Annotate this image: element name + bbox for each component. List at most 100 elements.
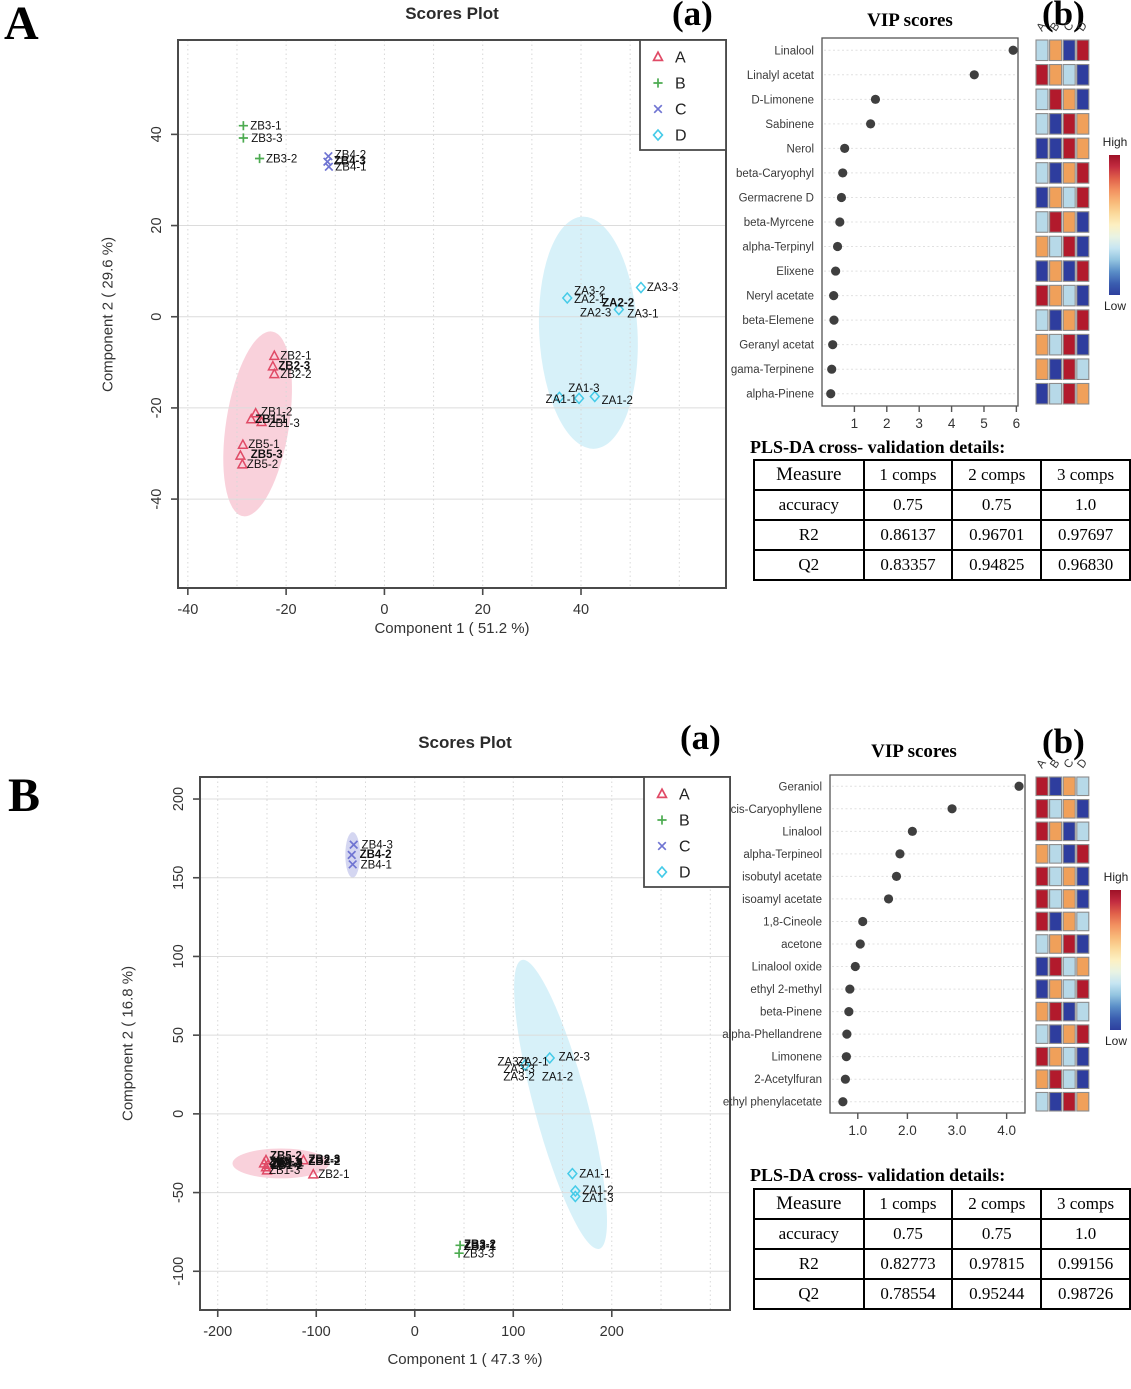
vip-dot	[895, 849, 905, 859]
heat-cell	[1035, 1046, 1049, 1067]
point-label: ZB1-3	[269, 1165, 300, 1177]
vip-dot	[845, 984, 855, 994]
vip-dot	[891, 871, 902, 881]
heat-cell	[1062, 235, 1076, 258]
y-tick-label: -100	[171, 1257, 187, 1286]
heat-cell	[1076, 309, 1090, 331]
heat-cell	[1076, 1069, 1090, 1090]
vip-row-label: Linalool oxide	[752, 962, 822, 974]
point-label: ZB2-3	[278, 361, 310, 373]
heat-cell	[1062, 358, 1076, 381]
point-label: ZB1-3	[268, 418, 299, 430]
heat-cell	[1049, 284, 1063, 307]
point-label: ZA2-1	[517, 1056, 548, 1068]
heat-cell	[1062, 776, 1076, 797]
point-label: ZB5-1	[248, 439, 279, 451]
y-tick-label: 100	[171, 944, 187, 968]
heat-cell	[1062, 911, 1076, 932]
heat-column-header: D	[1075, 757, 1090, 771]
heat-cell	[1076, 776, 1090, 797]
point-label: ZB3-3	[251, 133, 282, 145]
table-cell: 0.82773	[862, 1248, 954, 1280]
vip-row-label: Nerol	[787, 143, 814, 155]
heat-cell	[1035, 1024, 1049, 1044]
heat-cell	[1035, 260, 1049, 282]
diamond-marker	[569, 1184, 581, 1198]
x-tick-label: 100	[501, 1324, 525, 1340]
point-label: ZB4-3	[362, 840, 393, 852]
point-label: ZB2-1	[280, 350, 311, 362]
heat-cell	[1062, 798, 1076, 819]
triangle-marker	[268, 367, 280, 379]
vip-row-label: Linalool	[782, 826, 822, 838]
diamond-marker	[553, 391, 565, 404]
point-label: ZA3-1	[498, 1056, 529, 1068]
heat-cell	[1035, 866, 1049, 887]
plus-marker	[454, 1248, 464, 1258]
diamond-marker	[652, 128, 664, 142]
vip-row-label: alpha-Terpineol	[743, 849, 822, 861]
vip-dot	[858, 916, 868, 927]
heat-cell	[1076, 844, 1090, 864]
scores-plot-title-a: Scores Plot	[405, 4, 499, 23]
y-axis-label-b: Component 2 ( 16.8 %)	[119, 965, 137, 1122]
table-cell: accuracy	[753, 489, 865, 521]
heat-cell	[1062, 382, 1076, 405]
triangle-marker	[307, 1168, 319, 1179]
heat-cell	[1062, 211, 1076, 233]
x-marker	[324, 162, 334, 172]
table-cell: Q2	[753, 1278, 865, 1310]
heat-cell	[1062, 88, 1076, 111]
subfigure-tag-b2: (b)	[1042, 722, 1085, 761]
heat-cell	[1035, 39, 1049, 62]
heat-cell	[1035, 798, 1049, 819]
heat-cell	[1062, 137, 1076, 160]
heat-cell	[1062, 956, 1076, 977]
heat-cell	[1062, 1069, 1076, 1090]
vip-x-tick-label: 1.0	[848, 1123, 867, 1138]
vip-title-b: VIP scores	[871, 741, 957, 762]
heat-cell	[1062, 333, 1076, 356]
legend-label: B	[679, 813, 690, 830]
table-cell: 0.94825	[951, 549, 1043, 581]
x-tick-label: 40	[573, 602, 589, 618]
x-marker	[657, 841, 667, 851]
heat-cell	[1049, 382, 1063, 405]
heat-cell	[1076, 88, 1090, 111]
point-label: ZA2-3	[559, 1052, 590, 1064]
heat-cell	[1035, 382, 1049, 405]
heat-cell	[1076, 382, 1090, 405]
vip-x-tick-label: 6	[1013, 416, 1021, 431]
x-marker	[349, 840, 359, 850]
point-label: ZA1-2	[602, 395, 633, 407]
point-label: ZA1-2	[542, 1071, 573, 1083]
heat-cell	[1049, 979, 1063, 999]
y-tick-label: 20	[149, 217, 165, 233]
table-cell: 0.99156	[1040, 1248, 1131, 1280]
point-label: ZB2-2	[280, 369, 311, 381]
heat-cell	[1049, 113, 1063, 135]
heat-cell	[1035, 1069, 1049, 1090]
diamond-marker	[613, 303, 625, 316]
y-tick-label: 40	[149, 126, 165, 142]
heat-cell	[1035, 63, 1049, 86]
heat-cell	[1035, 88, 1049, 111]
vip-frame	[821, 37, 1019, 407]
colorbar-high-label: High	[1104, 870, 1129, 884]
point-label: ZB3-2	[464, 1239, 496, 1251]
heat-cell	[1049, 39, 1063, 62]
table-cell: accuracy	[753, 1218, 865, 1250]
heat-cell	[1076, 284, 1090, 307]
table-cell: 0.75	[951, 1218, 1043, 1250]
cluster-ellipse	[232, 1148, 330, 1179]
heat-cell	[1049, 1024, 1063, 1044]
colorbar-low-label: Low	[1105, 1034, 1127, 1048]
colorbar-high-label: High	[1103, 135, 1128, 149]
heat-cell	[1035, 934, 1049, 954]
vip-row-label: Sabinene	[765, 119, 814, 131]
heat-cell	[1076, 333, 1090, 356]
triangle-marker	[237, 438, 249, 449]
heat-cell	[1076, 137, 1090, 160]
